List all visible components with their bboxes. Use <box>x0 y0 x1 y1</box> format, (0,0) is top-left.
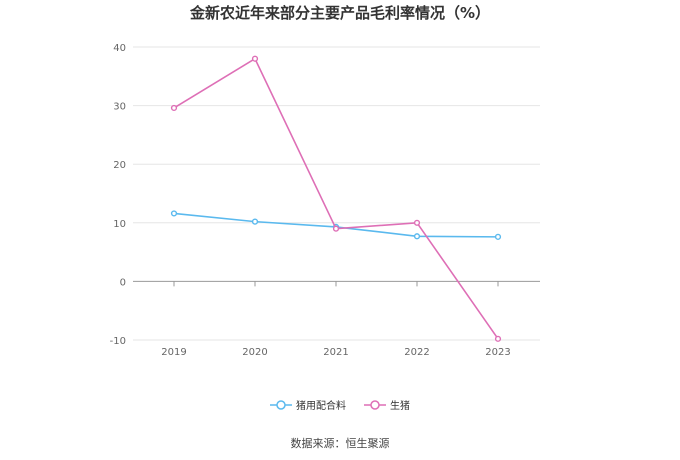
data-point <box>332 225 340 232</box>
data-point <box>251 218 259 225</box>
data-point <box>251 55 259 62</box>
data-point <box>170 104 178 112</box>
data-point <box>413 233 421 240</box>
y-tick-label: 0 <box>120 277 126 288</box>
legend-label-feed: 猪用配合料 <box>296 401 346 412</box>
x-tick-label: 2019 <box>161 347 186 358</box>
gridlines <box>133 46 540 341</box>
legend-item-hog[interactable]: 生猪 <box>364 397 410 412</box>
y-tick-label: 20 <box>113 160 126 171</box>
chart-title: 金新农近年来部分主要产品毛利率情况（%） <box>189 4 491 22</box>
data-point <box>170 210 178 217</box>
series-line-1 <box>173 57 499 340</box>
line-chart: 40 30 20 10 0 -10 2019 2020 2021 2022 2023 <box>110 43 540 358</box>
legend-label-hog: 生猪 <box>390 401 410 412</box>
legend-marker-hog <box>364 399 386 410</box>
x-tick-label: 2020 <box>242 347 267 358</box>
legend: 猪用配合料 生猪 <box>0 397 680 412</box>
data-source: 数据来源：恒生聚源 <box>290 437 390 450</box>
data-point <box>494 335 502 342</box>
axes: 40 30 20 10 0 -10 2019 2020 2021 2022 2023 <box>110 43 540 358</box>
data-point <box>413 219 421 226</box>
legend-item-feed[interactable]: 猪用配合料 <box>270 397 346 412</box>
y-tick-label: -10 <box>110 336 126 347</box>
x-tick-label: 2021 <box>323 347 348 358</box>
data-point <box>494 233 502 240</box>
y-tick-label: 40 <box>113 43 126 54</box>
x-tick-label: 2022 <box>404 347 429 358</box>
y-tick-label: 10 <box>113 219 126 230</box>
y-tick-label: 30 <box>113 102 126 113</box>
legend-marker-feed <box>270 399 292 410</box>
x-tick-label: 2023 <box>485 347 510 358</box>
series-layer <box>170 55 502 342</box>
